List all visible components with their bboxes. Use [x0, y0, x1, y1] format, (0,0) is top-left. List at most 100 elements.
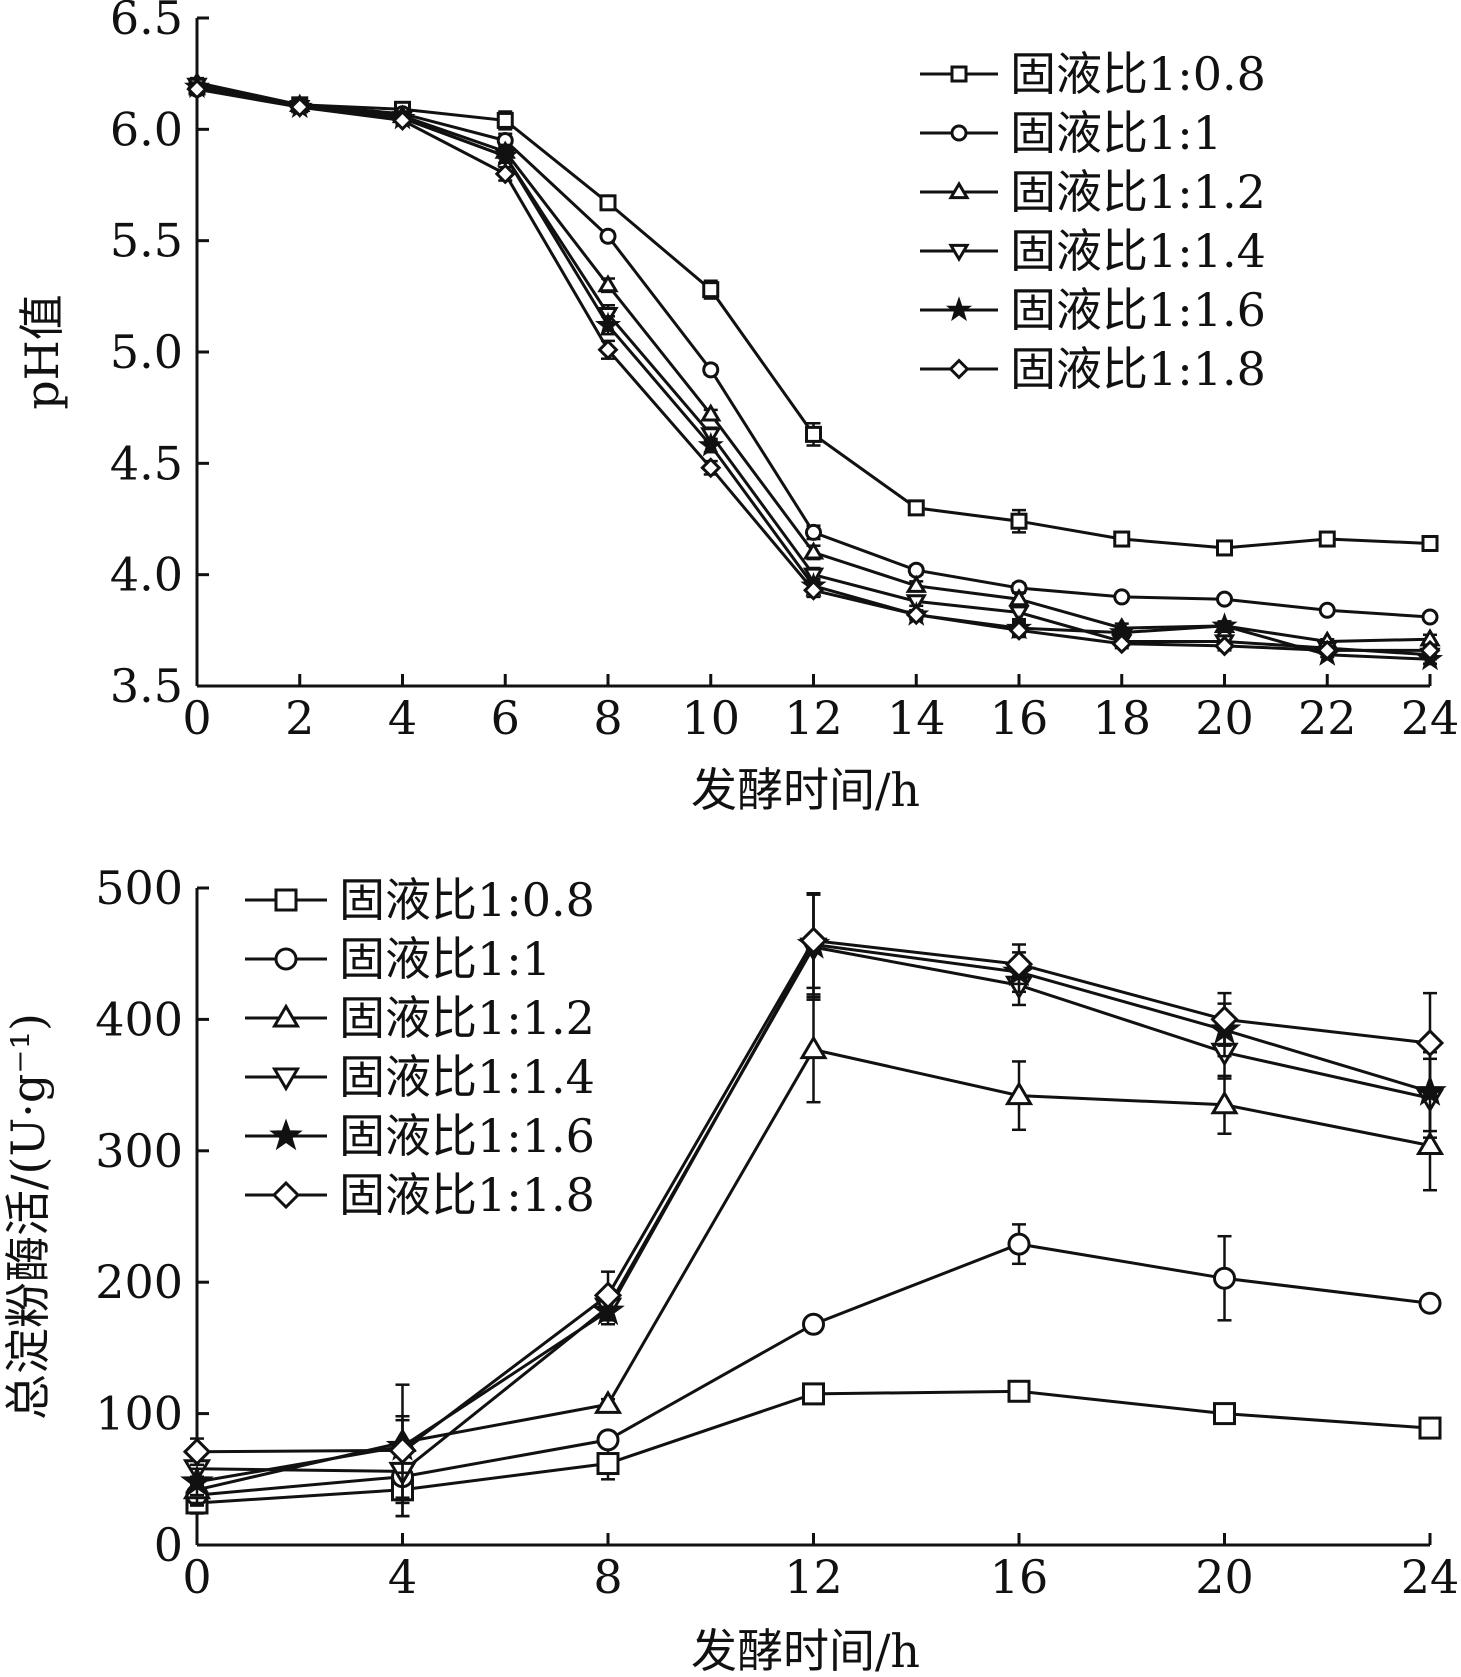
data-point: [1010, 512, 1028, 530]
data-point: [391, 109, 414, 131]
data-point: [1318, 601, 1336, 619]
legend-entry: 固液比1:1: [920, 106, 1222, 160]
x-axis-title: 发酵时间/h: [691, 1624, 920, 1677]
data-point: [1007, 1232, 1031, 1256]
legend-marker: [271, 1003, 301, 1028]
x-tick-label: 0: [182, 691, 211, 745]
series-1: [185, 1223, 1442, 1507]
y-tick-label: 100: [95, 1387, 183, 1441]
data-point: [1213, 1266, 1236, 1290]
data-point: [805, 425, 822, 443]
data-point: [1113, 530, 1131, 548]
data-point: [1415, 1131, 1445, 1156]
data-point: [1421, 608, 1439, 626]
legend-entry: 固液比1:1.8: [245, 1168, 595, 1222]
legend-label: 固液比1:0.8: [339, 873, 595, 927]
x-tick-label: 6: [491, 691, 520, 745]
x-tick-label: 18: [1092, 691, 1151, 745]
data-point: [1213, 635, 1236, 657]
legend-label: 固液比1:1.2: [339, 991, 595, 1045]
data-point: [702, 281, 720, 299]
data-point: [1419, 639, 1441, 661]
data-point: [1210, 1090, 1239, 1115]
x-tick-label: 16: [990, 1550, 1049, 1604]
data-point: [802, 1382, 825, 1406]
legend-marker: [274, 947, 298, 971]
legend-label: 固液比1:1: [1010, 106, 1222, 160]
data-point: [799, 926, 828, 955]
legend-marker: [271, 1067, 301, 1092]
legend-entry: 固液比1:1.2: [920, 165, 1266, 219]
y-tick-label: 4.0: [110, 548, 183, 602]
data-point: [593, 1281, 623, 1310]
legend-label: 固液比1:1.6: [339, 1109, 595, 1163]
y-tick-label: 0: [154, 1518, 183, 1572]
legend-marker: [950, 124, 968, 142]
data-point: [1210, 1005, 1239, 1034]
data-point: [697, 431, 724, 457]
data-point: [289, 96, 311, 118]
legend-label: 固液比1:0.8: [1010, 47, 1266, 101]
legend-entry: 固液比1:1.2: [245, 991, 595, 1045]
data-point: [494, 163, 516, 185]
y-tick-label: 400: [95, 992, 183, 1046]
legend-label: 固液比1:1.4: [1010, 224, 1266, 278]
data-point: [1216, 590, 1233, 608]
amylase-activity-chart: 固液比1:0.8固液比1:1固液比1:1.2固液比1:1.4固液比1:1.6固液…: [1, 861, 1459, 1677]
y-tick-label: 300: [95, 1124, 183, 1178]
data-point: [1111, 633, 1133, 655]
x-tick-label: 14: [887, 691, 946, 745]
y-tick-label: 3.5: [110, 659, 183, 713]
y-tick-label: 5.0: [110, 325, 183, 379]
data-point: [905, 574, 927, 593]
data-point: [1004, 950, 1034, 979]
data-point: [805, 523, 822, 541]
data-point: [702, 361, 720, 379]
x-tick-label: 24: [1401, 691, 1460, 745]
legend-entry: 固液比1:1.4: [245, 1050, 595, 1104]
legend-marker: [948, 358, 970, 380]
legend-marker: [948, 180, 970, 200]
data-point: [799, 1035, 828, 1060]
data-point: [599, 194, 617, 212]
legend-entry: 固液比1:1.8: [920, 342, 1266, 396]
x-axis-title: 发酵时间/h: [691, 763, 920, 817]
x-tick-label: 16: [990, 691, 1049, 745]
data-point: [1213, 1402, 1236, 1426]
legend-marker: [945, 296, 973, 322]
x-tick-label: 8: [593, 691, 622, 745]
x-tick-label: 4: [388, 1550, 417, 1604]
series-5: [186, 78, 1441, 661]
legend-entry: 固液比1:0.8: [920, 47, 1266, 101]
data-point: [496, 111, 514, 129]
data-point: [1008, 605, 1030, 624]
legend-marker: [948, 243, 970, 263]
legend-label: 固液比1:1.6: [1010, 283, 1266, 337]
amylase-chart-legend: 固液比1:0.8固液比1:1固液比1:1.2固液比1:1.4固液比1:1.6固液…: [245, 873, 595, 1222]
legend-marker: [274, 888, 298, 912]
data-point: [1211, 612, 1238, 637]
y-tick-label: 500: [95, 861, 183, 915]
series-5: [182, 892, 1445, 1518]
y-tick-label: 6.5: [110, 0, 183, 45]
data-point: [1415, 1028, 1445, 1058]
x-tick-label: 20: [1195, 691, 1254, 745]
data-point: [802, 1312, 825, 1336]
data-point: [907, 499, 925, 517]
data-point: [599, 227, 617, 245]
data-point: [596, 1428, 620, 1452]
data-point: [594, 311, 622, 337]
legend-label: 固液比1:1.8: [339, 1168, 595, 1222]
x-tick-label: 2: [285, 691, 314, 745]
legend-entry: 固液比1:1.4: [920, 224, 1266, 278]
data-point: [1418, 1291, 1442, 1315]
legend-entry: 固液比1:1.6: [920, 283, 1266, 337]
y-tick-label: 6.0: [110, 102, 183, 156]
series-line: [196, 1242, 1431, 1497]
legend-marker: [950, 65, 968, 83]
data-point: [1113, 588, 1131, 606]
x-tick-label: 12: [784, 1550, 843, 1604]
y-axis-title: 总淀粉酶活/(U·g⁻¹): [1, 1013, 55, 1420]
x-tick-label: 0: [182, 1550, 211, 1604]
